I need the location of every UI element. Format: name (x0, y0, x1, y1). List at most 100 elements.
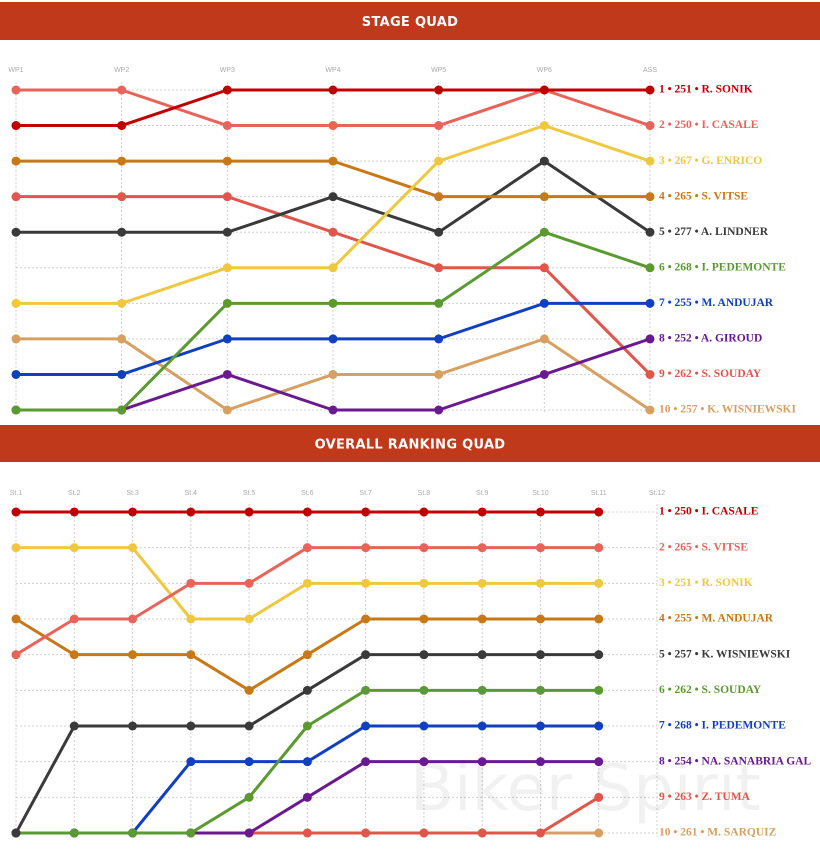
point (244, 685, 254, 695)
point (128, 828, 138, 838)
point (328, 369, 338, 379)
point (117, 405, 127, 415)
point (302, 685, 312, 695)
point (419, 757, 429, 767)
legend-label: 6 • 262 • S. SOUDAY (659, 684, 762, 696)
point (222, 227, 232, 237)
point (117, 85, 127, 95)
point (434, 334, 444, 344)
point (302, 543, 312, 553)
point (477, 614, 487, 624)
x-tick-label: St.9 (476, 490, 489, 497)
point (361, 721, 371, 731)
point (186, 828, 196, 838)
point (11, 334, 21, 344)
point (539, 85, 549, 95)
point (186, 614, 196, 624)
point (419, 507, 429, 517)
point (328, 85, 338, 95)
point (11, 298, 21, 308)
point (128, 543, 138, 553)
point (302, 828, 312, 838)
point (434, 192, 444, 202)
point (186, 507, 196, 517)
point (419, 578, 429, 588)
point (222, 405, 232, 415)
point (539, 192, 549, 202)
x-tick-label: St.11 (591, 490, 607, 497)
point (244, 757, 254, 767)
point (244, 828, 254, 838)
point (69, 650, 79, 660)
point (328, 263, 338, 273)
point (419, 721, 429, 731)
point (302, 792, 312, 802)
point (539, 121, 549, 131)
point (434, 121, 444, 131)
point (302, 507, 312, 517)
point (69, 507, 79, 517)
x-tick-label: WP5 (431, 67, 446, 74)
point (594, 507, 604, 517)
point (244, 792, 254, 802)
point (117, 369, 127, 379)
point (594, 614, 604, 624)
x-tick-label: WP3 (220, 67, 235, 74)
point (302, 757, 312, 767)
point (434, 369, 444, 379)
point (539, 227, 549, 237)
legend-label: 9 • 262 • S. SOUDAY (659, 368, 762, 380)
point (328, 121, 338, 131)
point (11, 369, 21, 379)
point (477, 578, 487, 588)
point (361, 543, 371, 553)
point (302, 650, 312, 660)
point (328, 298, 338, 308)
point (361, 614, 371, 624)
point (477, 757, 487, 767)
point (419, 650, 429, 660)
point (11, 227, 21, 237)
point (594, 685, 604, 695)
point (645, 369, 655, 379)
chart: STAGE QUAD WP1 WP2 WP3 WP4 WP5 WP6 ASS 1 • 251 •… (0, 2, 820, 416)
point (222, 369, 232, 379)
point (477, 721, 487, 731)
legend-label: 5 • 257 • K. WISNIEWSKI (659, 648, 791, 660)
point (594, 543, 604, 553)
point (11, 507, 21, 517)
legend-label: 7 • 268 • I. PEDEMONTE (659, 720, 786, 732)
point (117, 121, 127, 131)
x-tick-label: St.12 (649, 490, 665, 497)
point (535, 614, 545, 624)
legend-label: 6 • 268 • I. PEDEMONTE (659, 261, 786, 273)
watermark: Biker Spirit (410, 752, 761, 826)
x-tick-label: ASS (643, 67, 657, 74)
header-bar (0, 2, 820, 40)
point (645, 85, 655, 95)
point (11, 650, 21, 660)
point (434, 156, 444, 166)
point (539, 263, 549, 273)
point (328, 405, 338, 415)
point (594, 828, 604, 838)
point (539, 334, 549, 344)
point (222, 192, 232, 202)
point (477, 543, 487, 553)
x-tick-label: St.6 (301, 490, 314, 497)
point (535, 578, 545, 588)
point (361, 507, 371, 517)
point (328, 334, 338, 344)
point (302, 578, 312, 588)
point (419, 614, 429, 624)
point (535, 650, 545, 660)
point (186, 757, 196, 767)
x-tick-label: St.1 (10, 490, 23, 497)
point (244, 721, 254, 731)
point (477, 828, 487, 838)
point (244, 578, 254, 588)
point (434, 263, 444, 273)
point (117, 298, 127, 308)
point (535, 685, 545, 695)
